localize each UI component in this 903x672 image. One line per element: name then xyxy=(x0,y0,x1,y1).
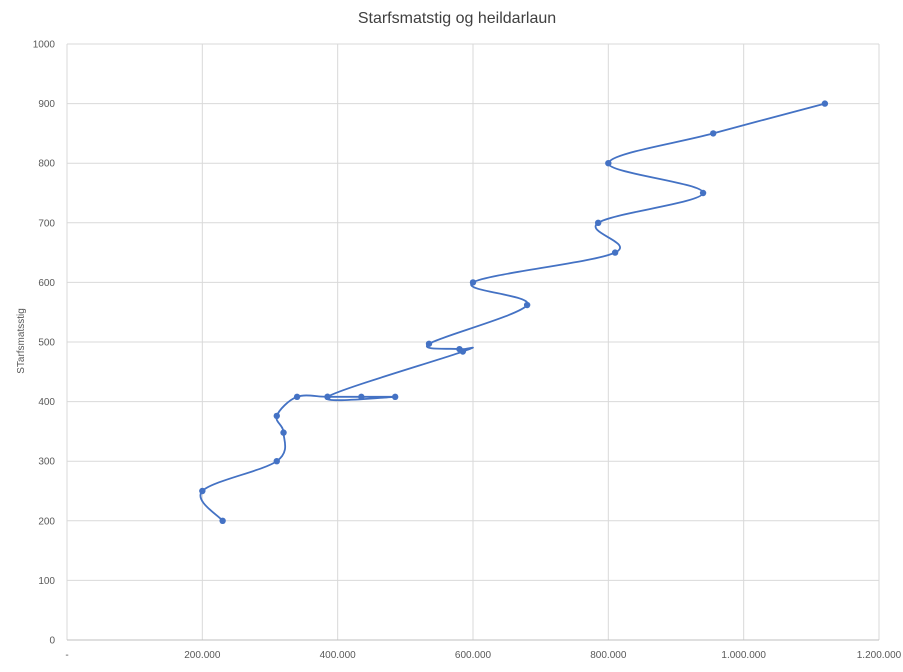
data-point xyxy=(821,100,829,107)
y-tick-label: 200 xyxy=(38,516,55,527)
x-tick-label: 200.000 xyxy=(184,650,221,661)
y-tick-label: 500 xyxy=(38,338,55,349)
chart-title: Starfsmatstig og heildarlaun xyxy=(358,10,556,27)
data-point xyxy=(293,393,301,401)
data-point xyxy=(710,130,717,137)
data-point xyxy=(469,279,477,286)
data-point xyxy=(273,412,280,420)
y-tick-label: 300 xyxy=(38,457,55,468)
y-tick-label: 100 xyxy=(38,576,55,587)
data-series xyxy=(199,100,829,524)
data-point xyxy=(425,340,433,347)
data-point xyxy=(280,429,287,436)
y-tick-label: 0 xyxy=(49,636,55,647)
x-tick-label: 400.000 xyxy=(320,650,357,661)
data-point xyxy=(391,393,399,401)
gridlines xyxy=(66,43,880,640)
y-tick-label: 900 xyxy=(38,99,55,110)
series-line xyxy=(199,102,826,522)
data-point xyxy=(611,249,619,256)
data-point xyxy=(456,345,463,353)
data-point xyxy=(219,517,226,524)
tick-labels: 0 100 200 300 400 500 600 700 800 900 1000 - 200.000… xyxy=(33,40,902,662)
x-tick-label: - xyxy=(65,650,68,661)
y-tick-label: 600 xyxy=(38,278,55,289)
data-point xyxy=(273,458,280,465)
data-point xyxy=(358,393,365,401)
y-axis-title: STarfsmatsstig xyxy=(16,308,27,374)
y-tick-label: 800 xyxy=(38,159,55,170)
x-tick-label: 600.000 xyxy=(455,650,492,661)
data-point xyxy=(605,160,612,167)
y-tick-label: 400 xyxy=(38,397,55,408)
y-tick-label: 1000 xyxy=(33,40,56,51)
data-point xyxy=(324,393,331,401)
data-point xyxy=(699,189,707,197)
x-tick-label: 1.000.000 xyxy=(721,650,766,661)
x-tick-label: 800.000 xyxy=(590,650,627,661)
data-point xyxy=(594,219,602,226)
y-tick-label: 700 xyxy=(38,218,55,229)
x-tick-label: 1.200.000 xyxy=(857,650,902,661)
data-point xyxy=(199,487,206,495)
data-point xyxy=(523,301,531,309)
